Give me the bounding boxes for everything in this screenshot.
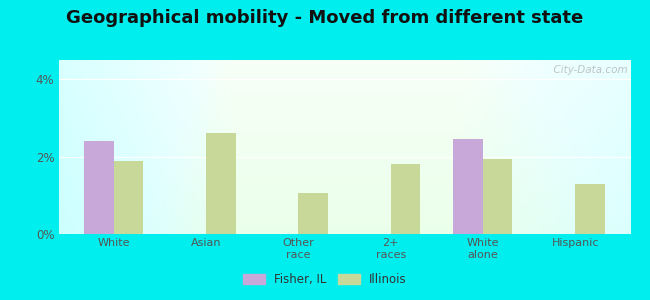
Bar [391,164,420,234]
Legend: Fisher, IL, Illinois: Fisher, IL, Illinois [239,269,411,291]
Bar [114,160,144,234]
Text: Geographical mobility - Moved from different state: Geographical mobility - Moved from diffe… [66,9,584,27]
Bar [453,139,483,234]
Text: City-Data.com: City-Data.com [547,65,628,75]
Bar [298,194,328,234]
Bar [575,184,604,234]
Bar [206,134,236,234]
Bar [483,159,512,234]
Bar [84,141,114,234]
